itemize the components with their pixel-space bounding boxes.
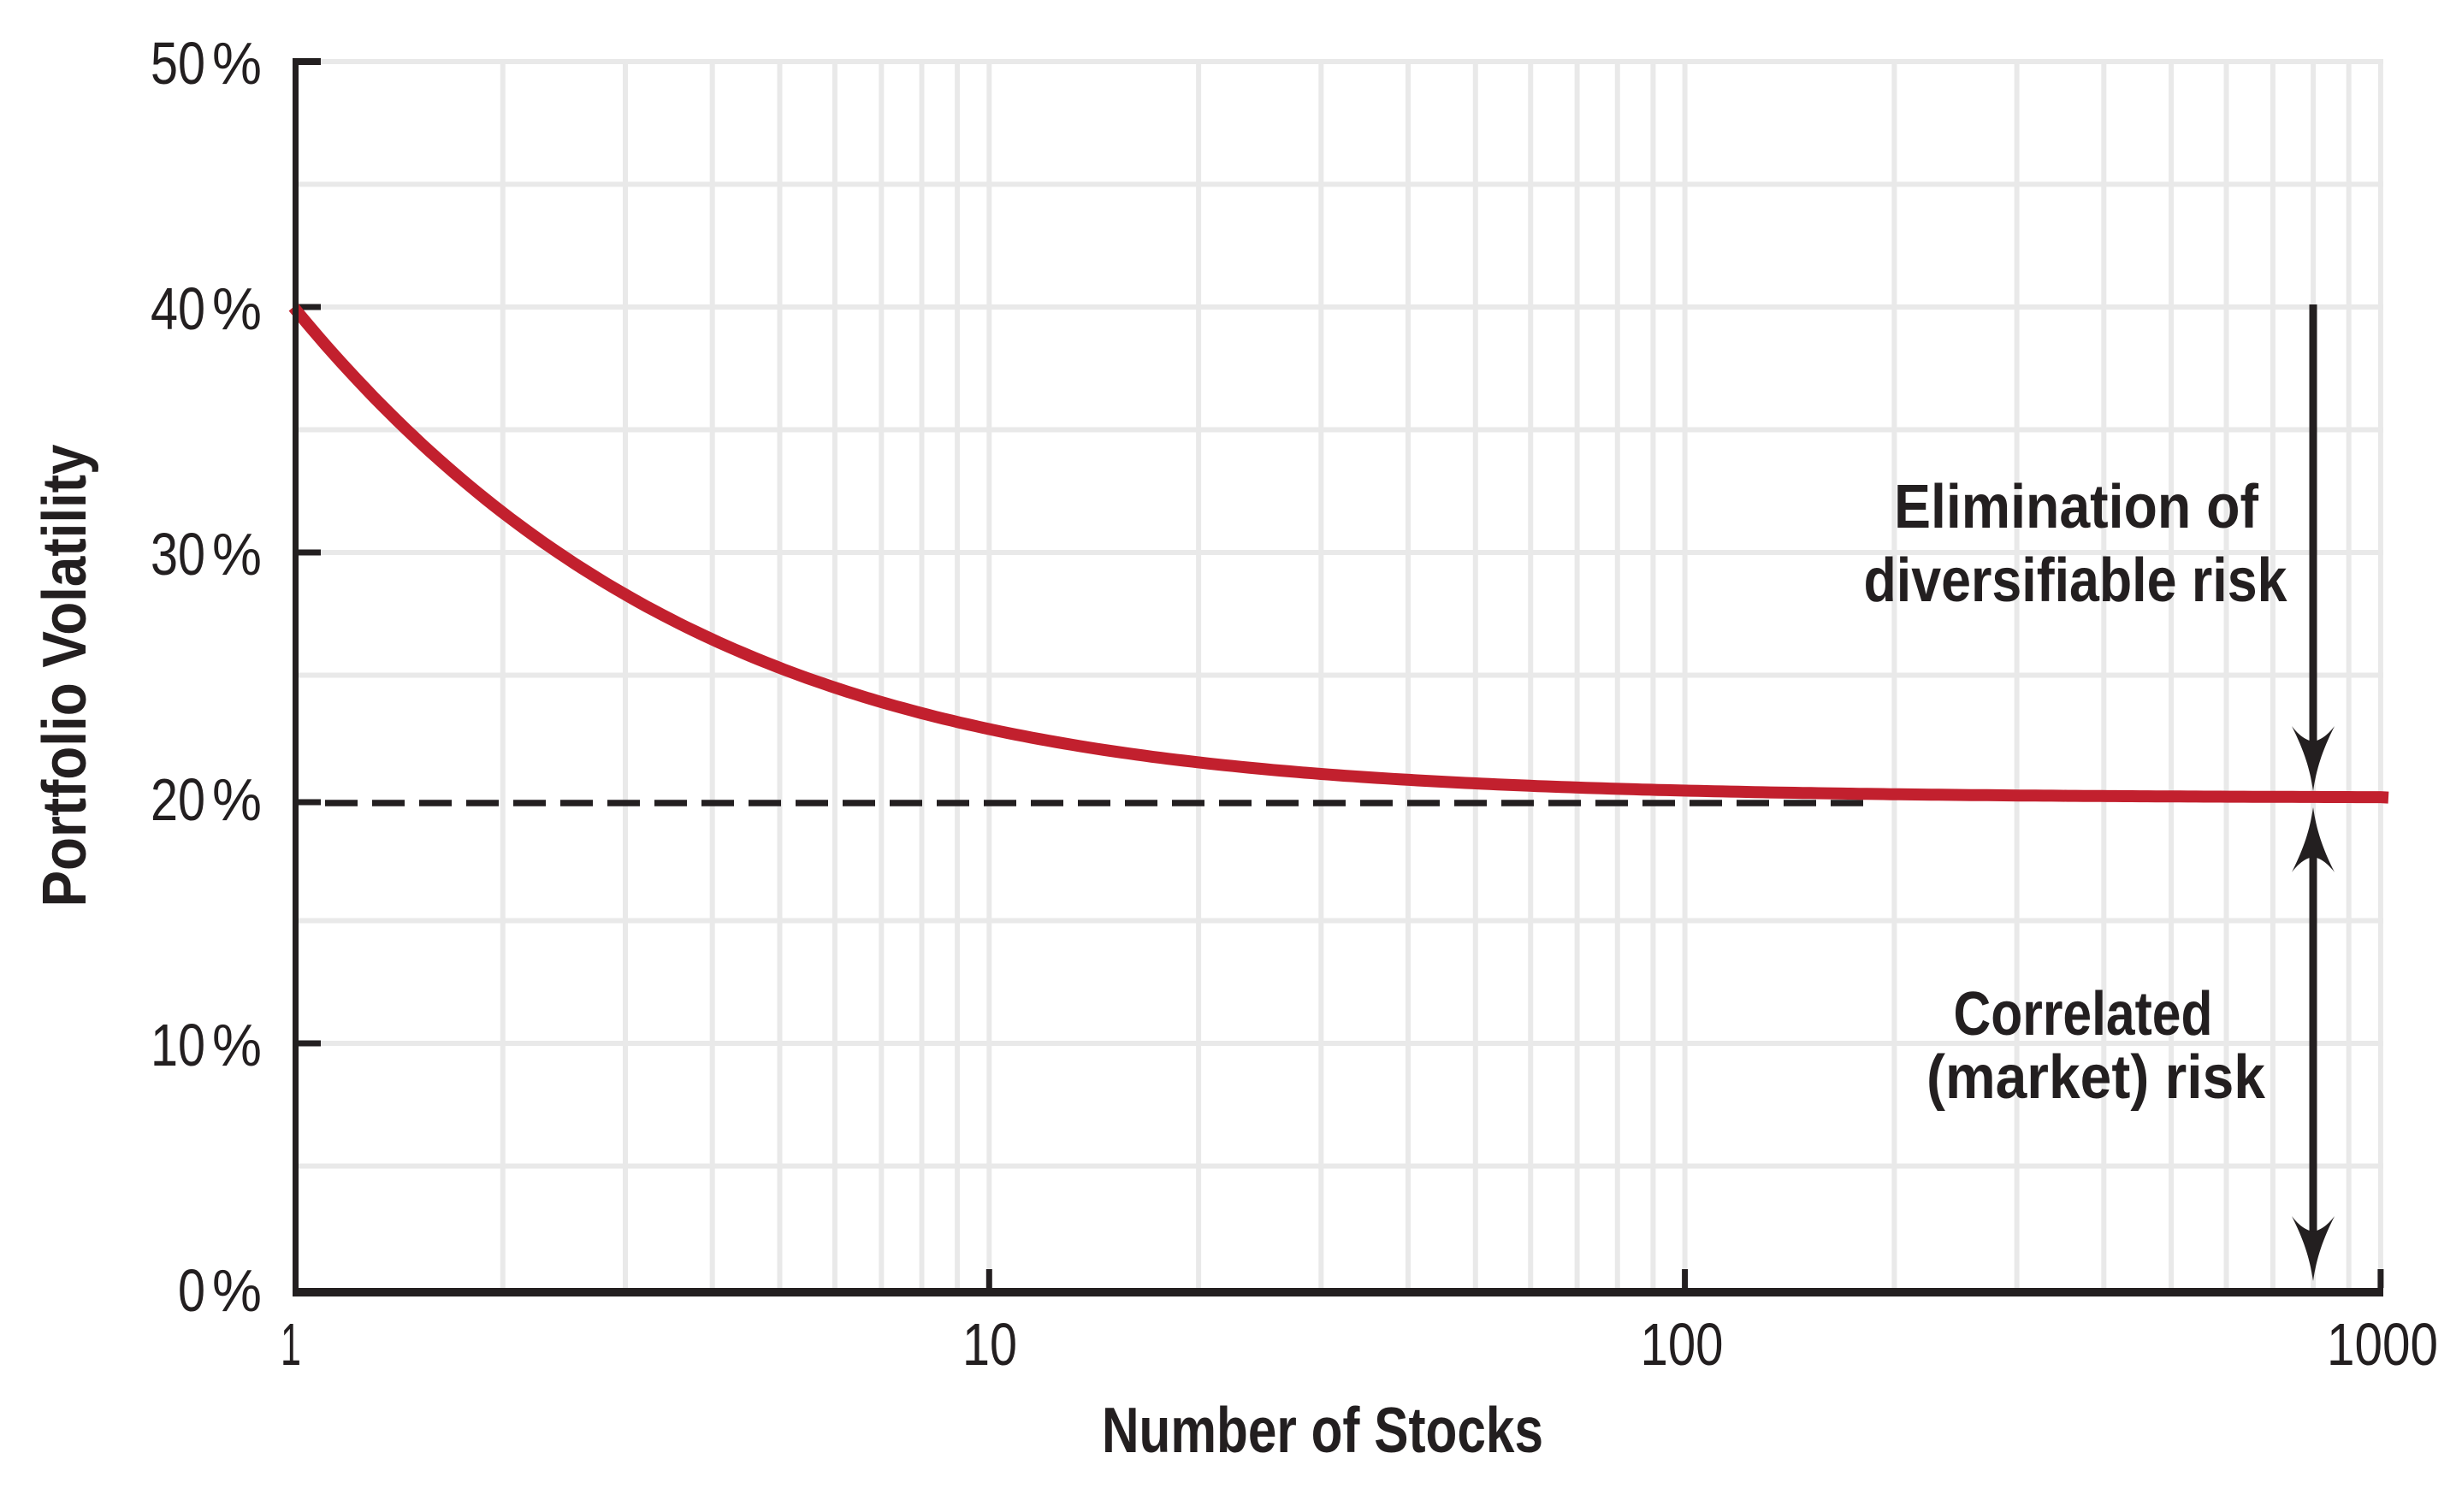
- svg-text:%: %: [212, 1257, 262, 1324]
- svg-text:%: %: [212, 766, 262, 833]
- svg-text:10: 10: [151, 1012, 205, 1078]
- svg-text:30: 30: [151, 521, 205, 588]
- svg-text:20: 20: [151, 766, 205, 833]
- svg-text:10: 10: [962, 1311, 1017, 1378]
- svg-text:0: 0: [178, 1257, 205, 1324]
- svg-text:(market) risk: (market) risk: [1926, 1043, 2266, 1112]
- svg-text:diversifiable risk: diversifiable risk: [1864, 546, 2288, 615]
- svg-text:1000: 1000: [2327, 1311, 2438, 1378]
- svg-text:%: %: [212, 1012, 262, 1078]
- svg-text:%: %: [212, 275, 262, 342]
- svg-text:%: %: [212, 30, 262, 97]
- svg-text:50: 50: [151, 30, 205, 97]
- svg-text:Portfolio Volatility: Portfolio Volatility: [31, 445, 99, 907]
- svg-text:Elimination of: Elimination of: [1894, 473, 2259, 541]
- svg-text:%: %: [212, 521, 262, 588]
- svg-text:Number of Stocks: Number of Stocks: [1102, 1394, 1543, 1466]
- svg-text:40: 40: [151, 275, 205, 342]
- svg-text:100: 100: [1641, 1311, 1724, 1378]
- svg-text:1: 1: [281, 1311, 301, 1378]
- svg-text:Correlated: Correlated: [1954, 980, 2213, 1048]
